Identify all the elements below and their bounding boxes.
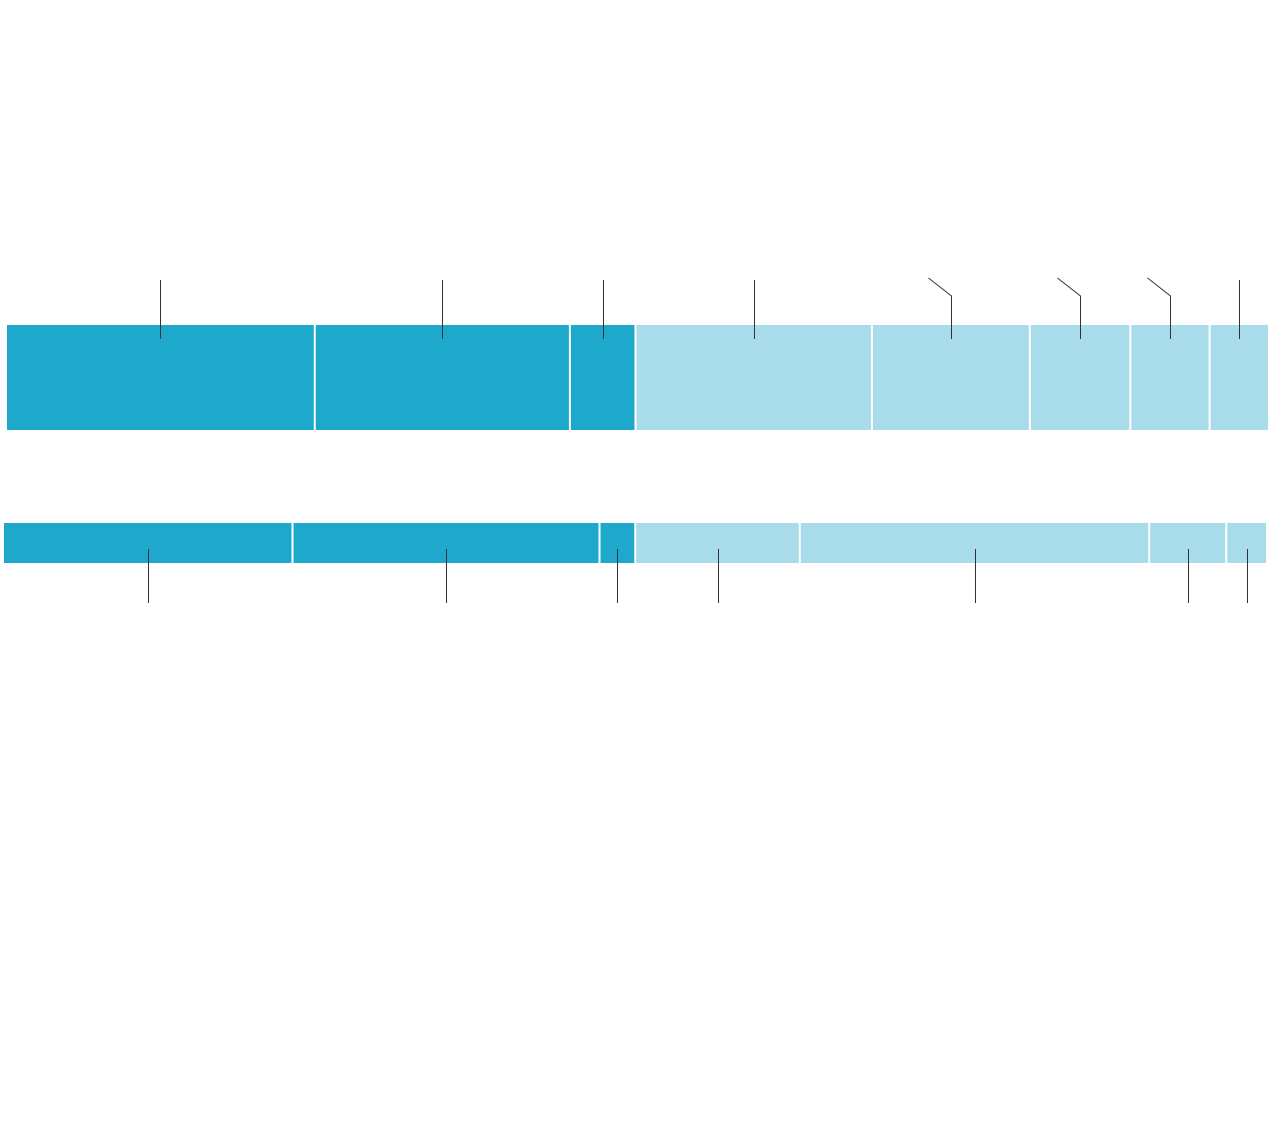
bar-segment bbox=[315, 325, 569, 430]
bar-segment bbox=[800, 523, 1149, 563]
leader-line bbox=[1057, 277, 1081, 339]
bar-1 bbox=[7, 277, 1268, 430]
bar-segment bbox=[1150, 523, 1226, 563]
bar-segment bbox=[1131, 325, 1209, 430]
bar-segment bbox=[4, 523, 292, 563]
bar-segment bbox=[1210, 325, 1268, 430]
bar-segment bbox=[570, 325, 635, 430]
bar-segment bbox=[872, 325, 1029, 430]
bar-segment bbox=[7, 325, 314, 430]
bar-segment bbox=[636, 523, 799, 563]
bar-segment bbox=[1227, 523, 1266, 563]
leader-line bbox=[928, 277, 952, 339]
bar-segment bbox=[1030, 325, 1130, 430]
leader-line bbox=[1147, 277, 1171, 339]
bar-segment bbox=[636, 325, 871, 430]
bar-2 bbox=[4, 523, 1266, 603]
